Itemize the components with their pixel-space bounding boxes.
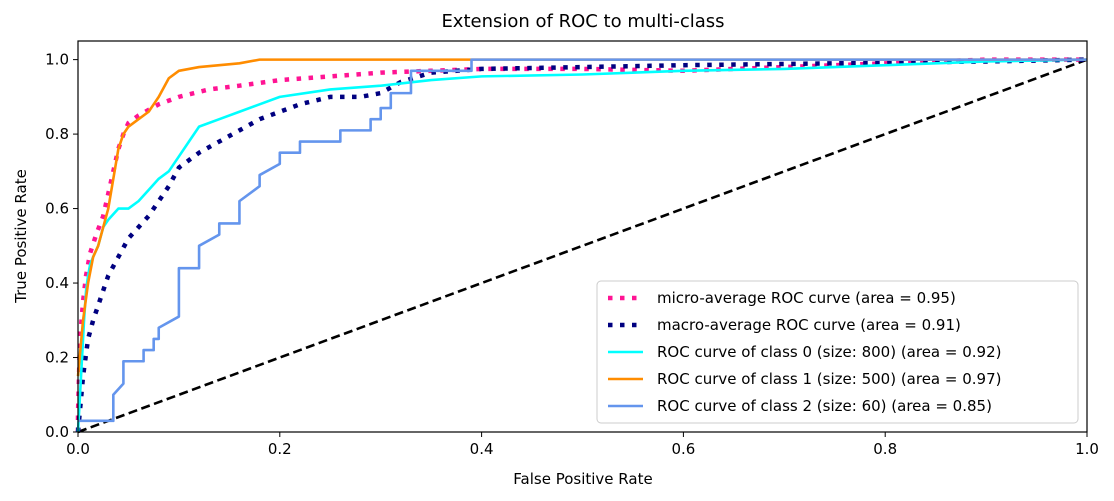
x-tick-label: 0.0 — [66, 440, 90, 458]
series-line-1 — [75, 57, 1088, 433]
chart-title: Extension of ROC to multi-class — [441, 11, 724, 32]
x-axis-label: False Positive Rate — [513, 470, 652, 488]
x-tick-label: 0.6 — [671, 440, 695, 458]
y-axis-label: True Positive Rate — [12, 169, 30, 304]
legend-label-4: ROC curve of class 2 (size: 60) (area = … — [657, 397, 992, 415]
legend-label-0: micro-average ROC curve (area = 0.95) — [657, 289, 956, 307]
x-tick-label: 1.0 — [1075, 440, 1099, 458]
legend-items: micro-average ROC curve (area = 0.95) mac… — [608, 289, 1001, 415]
y-tick-label: 0.6 — [45, 200, 69, 218]
legend: micro-average ROC curve (area = 0.95) mac… — [596, 280, 1079, 424]
series-layer — [75, 57, 1088, 434]
x-tick-label: 0.2 — [268, 440, 292, 458]
y-tick-label: 1.0 — [45, 51, 69, 69]
y-axis-ticks: 0.0 0.2 0.4 0.6 0.8 1.0 — [45, 51, 78, 441]
series-line-5 — [77, 58, 1088, 434]
y-tick-label: 0.4 — [45, 274, 69, 292]
legend-box — [596, 280, 1079, 424]
y-tick-label: 0.8 — [45, 125, 69, 143]
series-line-0 — [75, 57, 1087, 432]
plot-area — [75, 40, 1088, 434]
series-line-3 — [76, 58, 1087, 377]
x-axis-ticks: 0.0 0.2 0.4 0.6 0.8 1.0 — [66, 432, 1099, 458]
series-line-2 — [76, 58, 1088, 433]
legend-label-3: ROC curve of class 1 (size: 500) (area =… — [657, 370, 1001, 388]
legend-label-1: macro-average ROC curve (area = 0.91) — [657, 316, 961, 334]
legend-label-2: ROC curve of class 0 (size: 800) (area =… — [657, 343, 1001, 361]
series-line-4 — [78, 58, 1087, 423]
x-tick-label: 0.4 — [470, 440, 494, 458]
plot-frame — [77, 40, 1088, 433]
y-tick-label: 0.2 — [45, 349, 69, 367]
x-tick-label: 0.8 — [873, 440, 897, 458]
y-tick-label: 0.0 — [45, 423, 69, 441]
